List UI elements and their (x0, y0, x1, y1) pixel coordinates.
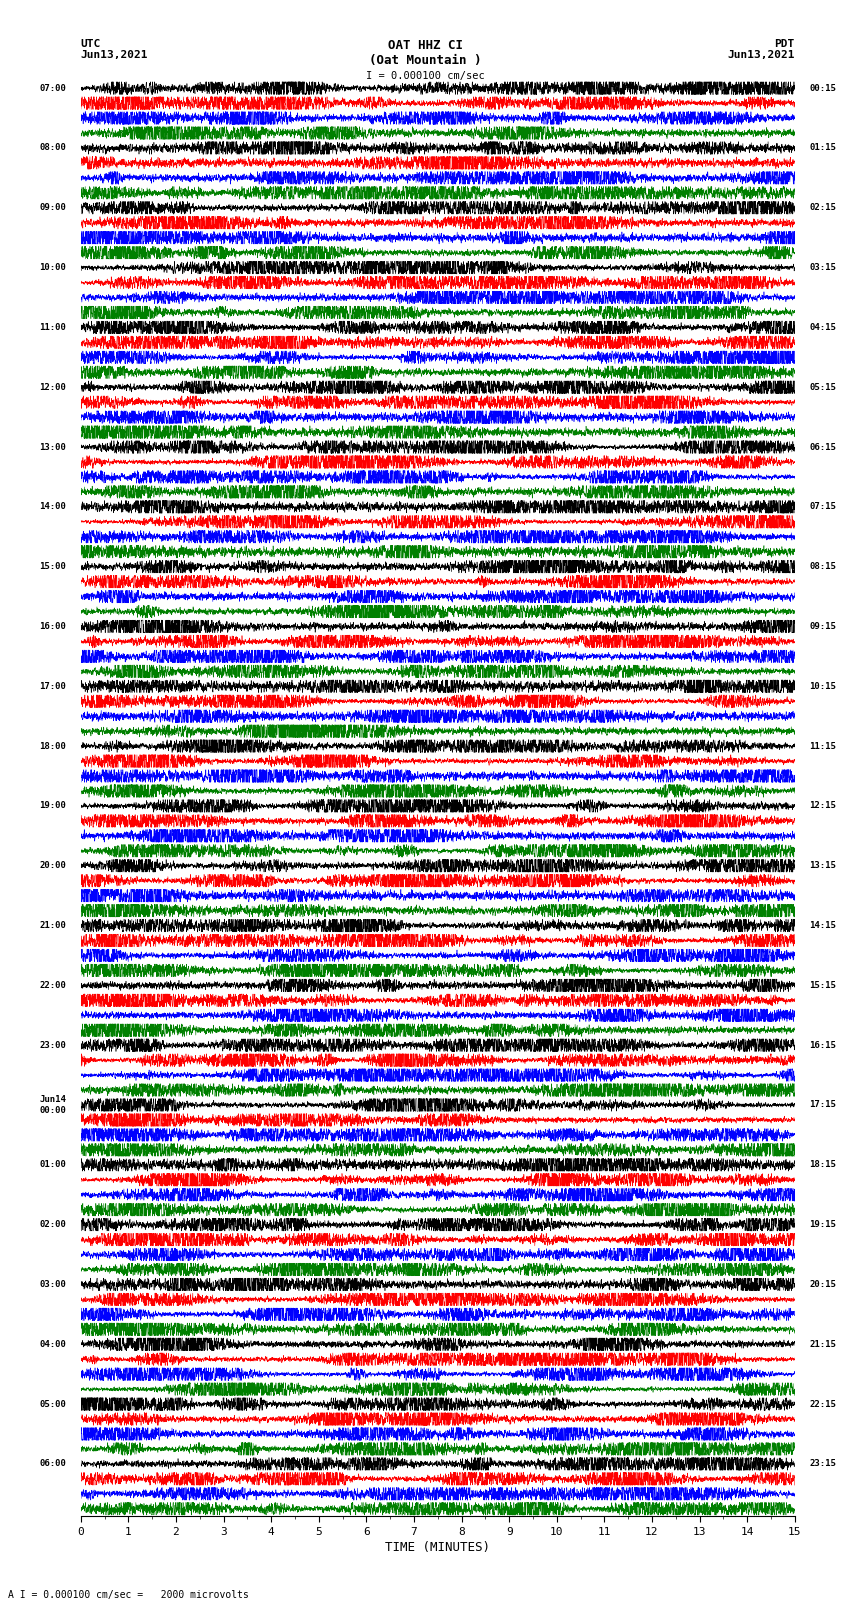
Text: 23:15: 23:15 (809, 1460, 836, 1468)
Text: 08:15: 08:15 (809, 563, 836, 571)
Text: 10:00: 10:00 (40, 263, 66, 273)
Text: 15:15: 15:15 (809, 981, 836, 990)
Text: 01:15: 01:15 (809, 144, 836, 153)
Text: 22:00: 22:00 (40, 981, 66, 990)
Text: 23:00: 23:00 (40, 1040, 66, 1050)
Text: 03:15: 03:15 (809, 263, 836, 273)
Text: 05:00: 05:00 (40, 1400, 66, 1408)
Text: OAT HHZ CI
(Oat Mountain ): OAT HHZ CI (Oat Mountain ) (369, 39, 481, 66)
Text: 16:15: 16:15 (809, 1040, 836, 1050)
Text: 06:15: 06:15 (809, 442, 836, 452)
Text: 19:15: 19:15 (809, 1219, 836, 1229)
Text: 14:00: 14:00 (40, 502, 66, 511)
Text: 16:00: 16:00 (40, 623, 66, 631)
Text: 13:15: 13:15 (809, 861, 836, 871)
Text: 11:00: 11:00 (40, 323, 66, 332)
Text: 02:00: 02:00 (40, 1219, 66, 1229)
Text: 06:00: 06:00 (40, 1460, 66, 1468)
Text: 11:15: 11:15 (809, 742, 836, 750)
Text: 09:00: 09:00 (40, 203, 66, 213)
Text: 20:00: 20:00 (40, 861, 66, 871)
Text: 01:00: 01:00 (40, 1160, 66, 1169)
Text: 09:15: 09:15 (809, 623, 836, 631)
Text: 00:15: 00:15 (809, 84, 836, 92)
Text: 04:00: 04:00 (40, 1340, 66, 1348)
X-axis label: TIME (MINUTES): TIME (MINUTES) (385, 1540, 490, 1553)
Text: 07:15: 07:15 (809, 502, 836, 511)
Text: I = 0.000100 cm/sec: I = 0.000100 cm/sec (366, 71, 484, 81)
Text: 05:15: 05:15 (809, 382, 836, 392)
Text: 14:15: 14:15 (809, 921, 836, 931)
Text: 02:15: 02:15 (809, 203, 836, 213)
Text: 03:00: 03:00 (40, 1281, 66, 1289)
Text: 18:00: 18:00 (40, 742, 66, 750)
Text: 21:15: 21:15 (809, 1340, 836, 1348)
Text: 08:00: 08:00 (40, 144, 66, 153)
Text: 15:00: 15:00 (40, 563, 66, 571)
Text: 17:15: 17:15 (809, 1100, 836, 1110)
Text: 19:00: 19:00 (40, 802, 66, 810)
Text: PDT
Jun13,2021: PDT Jun13,2021 (728, 39, 795, 60)
Text: 13:00: 13:00 (40, 442, 66, 452)
Text: 04:15: 04:15 (809, 323, 836, 332)
Text: 07:00: 07:00 (40, 84, 66, 92)
Text: 18:15: 18:15 (809, 1160, 836, 1169)
Text: 10:15: 10:15 (809, 682, 836, 690)
Text: 12:15: 12:15 (809, 802, 836, 810)
Text: UTC
Jun13,2021: UTC Jun13,2021 (81, 39, 148, 60)
Text: 21:00: 21:00 (40, 921, 66, 931)
Text: 17:00: 17:00 (40, 682, 66, 690)
Text: Jun14
00:00: Jun14 00:00 (40, 1095, 66, 1115)
Text: 22:15: 22:15 (809, 1400, 836, 1408)
Text: A I = 0.000100 cm/sec =   2000 microvolts: A I = 0.000100 cm/sec = 2000 microvolts (8, 1590, 249, 1600)
Text: 12:00: 12:00 (40, 382, 66, 392)
Text: 20:15: 20:15 (809, 1281, 836, 1289)
